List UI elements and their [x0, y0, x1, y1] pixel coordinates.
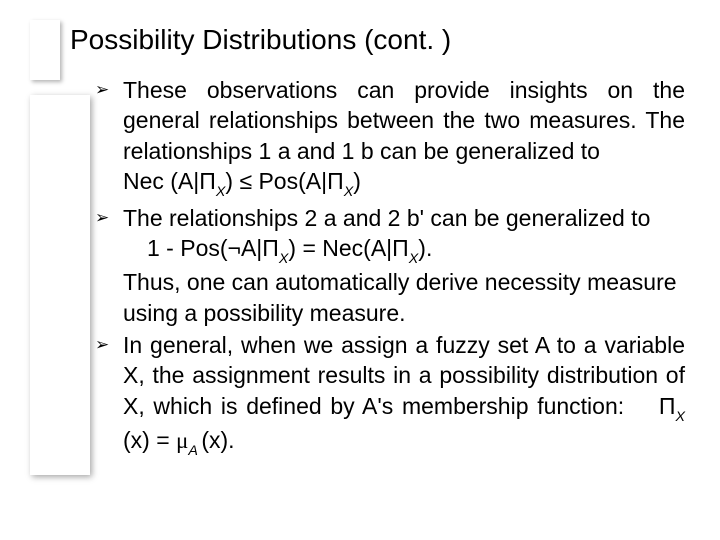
chevron-icon: ➢ [95, 207, 109, 229]
item-1-formula: Nec (A|ΠX) ≤ Pos(A|ΠX) [123, 166, 685, 200]
item-2-text: The relationships 2 a and 2 b' can be ge… [123, 203, 685, 233]
decorative-box-side [30, 95, 90, 475]
bullet-item-2: ➢ The relationships 2 a and 2 b' can be … [95, 203, 685, 329]
item-3-text: In general, when we assign a fuzzy set A… [123, 330, 685, 460]
chevron-icon: ➢ [95, 79, 109, 101]
slide-title: Possibility Distributions (cont. ) [70, 24, 451, 56]
bullet-item-1: ➢ These observations can provide insight… [95, 75, 685, 201]
item-2-tail: Thus, one can automatically derive neces… [123, 267, 685, 328]
chevron-icon: ➢ [95, 334, 109, 356]
decorative-box-top [30, 20, 60, 80]
bullet-item-3: ➢ In general, when we assign a fuzzy set… [95, 330, 685, 460]
item-1-text: These observations can provide insights … [123, 75, 685, 166]
slide: Possibility Distributions (cont. ) ➢ The… [0, 0, 720, 540]
content-area: ➢ These observations can provide insight… [95, 75, 685, 462]
item-2-formula: 1 - Pos(¬A|ΠX) = Nec(A|ΠX). [123, 233, 685, 267]
